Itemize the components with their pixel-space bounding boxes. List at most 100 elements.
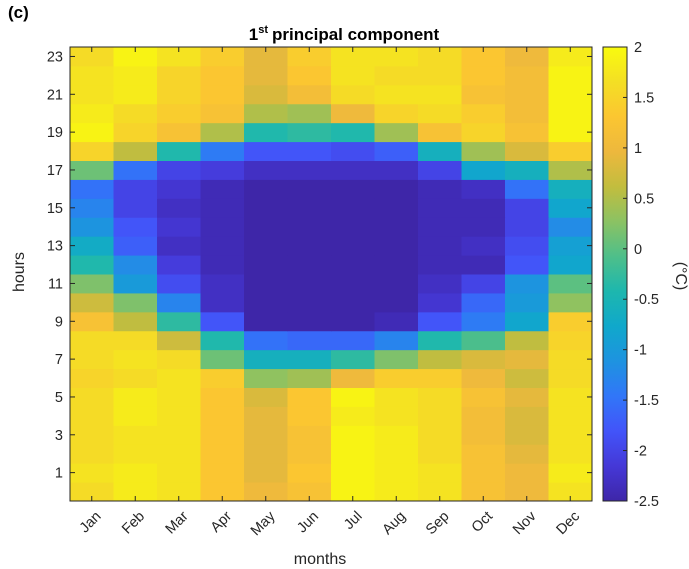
heatmap-cell	[244, 198, 288, 218]
heatmap-cell	[113, 311, 158, 332]
heatmap-cell	[505, 160, 549, 180]
heatmap-cell	[244, 482, 288, 502]
heatmap-cell	[548, 255, 593, 275]
heatmap-cell	[331, 406, 375, 426]
heatmap-cell	[113, 482, 158, 502]
heatmap-cell	[200, 255, 245, 275]
heatmap-cell	[287, 141, 332, 161]
heatmap-cell	[157, 179, 201, 199]
heatmap-cell	[244, 463, 288, 483]
heatmap-cell	[505, 122, 549, 143]
heatmap-cell	[461, 141, 506, 161]
heatmap-cell	[157, 122, 201, 143]
heatmap-cell	[200, 349, 245, 370]
heatmap-cell	[157, 65, 201, 86]
heatmap-cell	[70, 160, 114, 180]
heatmap-cell	[418, 236, 462, 256]
x-tick-label: Feb	[119, 509, 148, 538]
heatmap-cell	[374, 141, 419, 161]
heatmap-cell	[374, 255, 419, 275]
heatmap-cell	[461, 387, 506, 407]
heatmap-cell	[505, 292, 549, 313]
heatmap-cell	[461, 406, 506, 426]
heatmap-cell	[331, 330, 375, 351]
heatmap-cell	[157, 217, 201, 237]
heatmap-cell	[548, 179, 593, 199]
heatmap-cell	[331, 425, 375, 445]
heatmap-cell	[418, 179, 462, 199]
heatmap-cell	[461, 274, 506, 294]
heatmap-cell	[418, 47, 462, 67]
x-tick-label: Mar	[163, 508, 192, 537]
heatmap-cell	[287, 236, 332, 256]
heatmap-cell	[244, 47, 288, 67]
heatmap-cell	[157, 406, 201, 426]
heatmap-cell	[287, 349, 332, 370]
heatmap-cell	[331, 349, 375, 370]
heatmap-cell	[548, 160, 593, 180]
heatmap-cell	[113, 160, 158, 180]
heatmap-cell	[331, 236, 375, 256]
heatmap-cell	[70, 179, 114, 199]
heatmap-cell	[461, 122, 506, 143]
heatmap-cell	[244, 406, 288, 426]
heatmap-cell	[244, 141, 288, 161]
heatmap-cell	[418, 141, 462, 161]
heatmap-cell	[505, 368, 549, 388]
plot-frame	[69, 46, 593, 502]
heatmap-cell	[418, 444, 462, 464]
heatmap-cell	[113, 103, 158, 124]
colorbar	[602, 46, 628, 502]
heatmap-cell	[287, 482, 332, 502]
heatmap-cell	[244, 160, 288, 180]
heatmap-cell	[70, 198, 114, 218]
heatmap-cell	[505, 179, 549, 199]
heatmap-cell	[461, 368, 506, 388]
heatmap-cell	[374, 444, 419, 464]
heatmap-cell	[70, 425, 114, 445]
y-tick-label: 1	[55, 466, 63, 482]
heatmap-cell	[374, 349, 419, 370]
heatmap-cell	[331, 103, 375, 124]
heatmap-cell	[70, 274, 114, 294]
heatmap-cell	[200, 122, 245, 143]
heatmap-cell	[200, 292, 245, 313]
colorbar-label: (°C)	[672, 262, 689, 291]
heatmap-cell	[244, 84, 288, 105]
heatmap-cell	[505, 84, 549, 105]
chart-title: 1st principal component	[249, 24, 440, 44]
heatmap-cell	[200, 463, 245, 483]
heatmap-cell	[244, 368, 288, 388]
heatmap-cell	[548, 482, 593, 502]
y-axis-label: hours	[11, 252, 28, 292]
heatmap-cell	[331, 368, 375, 388]
heatmap-cell	[505, 255, 549, 275]
heatmap-cell	[157, 463, 201, 483]
x-tick-label: Jan	[77, 509, 105, 537]
y-tick-label: 11	[48, 276, 63, 292]
heatmap-cell	[70, 368, 114, 388]
heatmap-cell	[70, 84, 114, 105]
heatmap-cell	[505, 217, 549, 237]
heatmap-cell	[200, 160, 245, 180]
heatmap-cell	[70, 103, 114, 124]
heatmap-cell	[461, 160, 506, 180]
heatmap-cell	[374, 387, 419, 407]
heatmap-cell	[461, 311, 506, 332]
heatmap-cell	[374, 160, 419, 180]
heatmap-cell	[374, 217, 419, 237]
x-axis-label: months	[294, 551, 346, 568]
heatmap-cell	[374, 463, 419, 483]
heatmap-cell	[331, 84, 375, 105]
heatmap-cell	[287, 255, 332, 275]
heatmap-cell	[244, 330, 288, 351]
heatmap-cell	[113, 47, 158, 67]
heatmap-cell	[70, 236, 114, 256]
heatmap-cell	[287, 368, 332, 388]
heatmap-cell	[157, 387, 201, 407]
panel-label: (c)	[8, 3, 29, 22]
heatmap-cell	[113, 292, 158, 313]
heatmap-cell	[157, 425, 201, 445]
